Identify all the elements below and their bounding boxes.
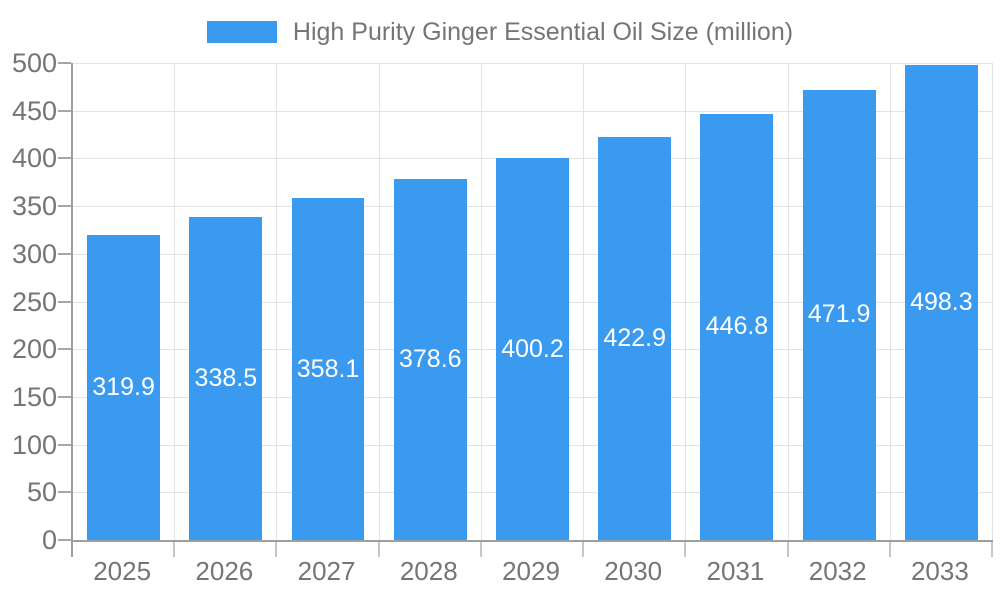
- x-tick-label: 2032: [808, 556, 867, 586]
- x-tick-mark: [582, 542, 585, 557]
- category-cell: 319.9: [73, 63, 176, 540]
- x-tick-mark: [377, 542, 380, 557]
- bar-value-label: 422.9: [603, 323, 666, 352]
- y-tick-label: 350: [11, 191, 57, 222]
- y-tick-label: 200: [11, 334, 57, 365]
- bar-value-label: 319.9: [92, 372, 155, 401]
- bar-value-label: 338.5: [194, 364, 258, 393]
- y-tick-label: 300: [11, 238, 57, 269]
- x-tick-mark: [479, 542, 482, 557]
- bar-value-label: 498.3: [910, 287, 973, 316]
- bar-value-label: 446.8: [705, 312, 769, 341]
- bar-value-label: 400.2: [501, 334, 564, 363]
- y-tick-mark: [58, 300, 71, 303]
- bar-value-label: 358.1: [296, 354, 360, 383]
- y-tick-mark: [58, 395, 71, 398]
- plot-area: 319.9 338.5 358.1 378.6 400.2 422.9 446.8 471.9…: [71, 63, 993, 542]
- y-tick-label: 0: [41, 525, 57, 555]
- legend-swatch[interactable]: [206, 21, 277, 43]
- x-tick-label: 2029: [502, 556, 560, 586]
- x-tick-mark: [275, 542, 278, 557]
- bar-value-label: 378.6: [398, 344, 462, 373]
- y-tick-mark: [58, 443, 71, 446]
- bar-2029[interactable]: 400.2: [496, 158, 569, 540]
- bar-2026[interactable]: 338.5: [189, 217, 263, 540]
- bar-2030[interactable]: 422.9: [598, 136, 672, 540]
- y-tick-mark: [58, 348, 71, 351]
- category-cells: 319.9 338.5 358.1 378.6 400.2 422.9 446.8 471.9…: [73, 63, 993, 540]
- bar-2032[interactable]: 471.9: [802, 89, 876, 540]
- category-cell: 446.8: [686, 63, 789, 540]
- x-tick-mark: [991, 542, 993, 557]
- category-cell: 378.6: [380, 63, 482, 540]
- h-gridline: [73, 63, 993, 64]
- category-cell: 358.1: [277, 63, 380, 540]
- y-tick-mark: [58, 157, 71, 160]
- y-tick-label: 100: [11, 429, 57, 460]
- y-tick-mark: [58, 109, 71, 112]
- x-tick-label: 2028: [399, 556, 458, 586]
- y-tick-mark: [58, 539, 71, 541]
- bar-value-label: 471.9: [807, 300, 871, 329]
- bar-2025[interactable]: 319.9: [87, 234, 161, 540]
- y-tick-mark: [58, 491, 71, 494]
- y-tick-label: 150: [11, 381, 57, 412]
- x-tick-label: 2027: [297, 556, 356, 586]
- bar-2027[interactable]: 358.1: [291, 198, 365, 540]
- y-tick-label: 50: [26, 477, 57, 508]
- category-cell: 338.5: [175, 63, 278, 540]
- y-tick-mark: [58, 252, 71, 255]
- bar-2028[interactable]: 378.6: [393, 178, 467, 540]
- x-tick-label: 2033: [910, 556, 969, 586]
- y-tick-label: 250: [11, 286, 57, 317]
- x-tick-label: 2025: [93, 556, 152, 586]
- category-cell: 400.2: [482, 63, 585, 540]
- bar-2031[interactable]: 446.8: [700, 113, 774, 540]
- category-cell: 498.3: [891, 63, 993, 540]
- h-gridline: [73, 110, 993, 112]
- category-cell: 422.9: [584, 63, 687, 540]
- bar-2033[interactable]: 498.3: [904, 64, 978, 540]
- x-tick-mark: [888, 542, 891, 557]
- x-tick-mark: [786, 542, 789, 557]
- x-tick-mark: [71, 542, 73, 557]
- category-cell: 471.9: [789, 63, 891, 540]
- x-tick-mark: [684, 542, 687, 557]
- y-tick-mark: [58, 205, 71, 208]
- legend[interactable]: High Purity Ginger Essential Oil Size (m…: [0, 12, 1000, 52]
- x-tick-mark: [173, 542, 176, 557]
- x-tick-label: 2031: [706, 556, 765, 586]
- y-tick-label: 450: [11, 95, 57, 126]
- y-tick-mark: [58, 62, 71, 64]
- y-tick-label: 400: [11, 143, 57, 174]
- legend-label[interactable]: High Purity Ginger Essential Oil Size (m…: [292, 17, 794, 46]
- x-tick-label: 2026: [195, 556, 254, 586]
- y-tick-label: 500: [11, 48, 57, 78]
- x-tick-label: 2030: [604, 556, 663, 586]
